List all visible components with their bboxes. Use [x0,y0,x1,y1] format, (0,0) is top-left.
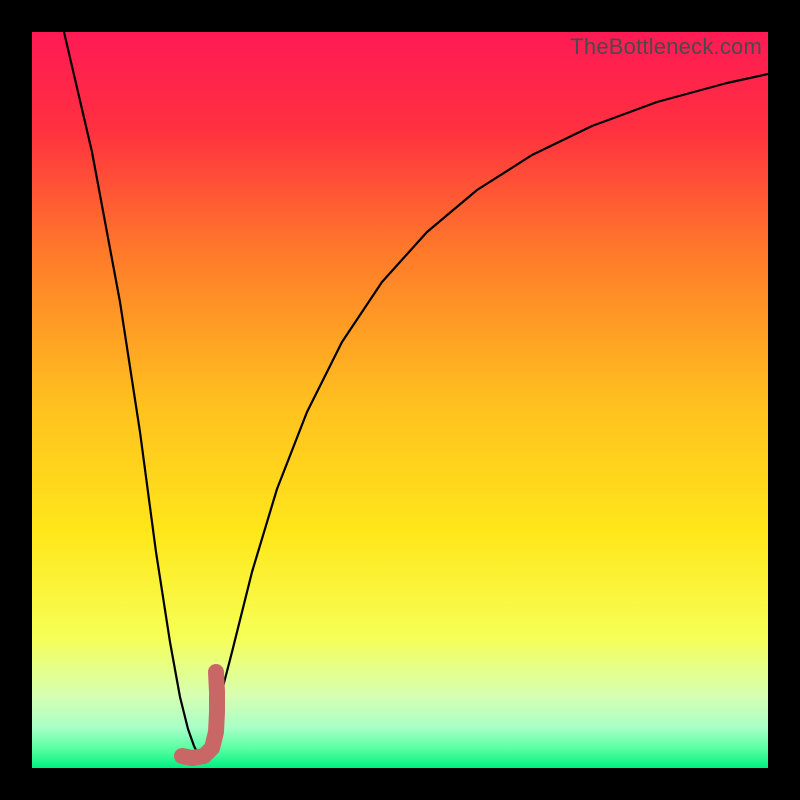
marker-j [182,672,217,758]
chart-root: TheBottleneck.com [0,0,800,800]
bottleneck-curve [64,32,768,757]
plot-area: TheBottleneck.com [32,32,768,768]
chart-svg [32,32,768,768]
